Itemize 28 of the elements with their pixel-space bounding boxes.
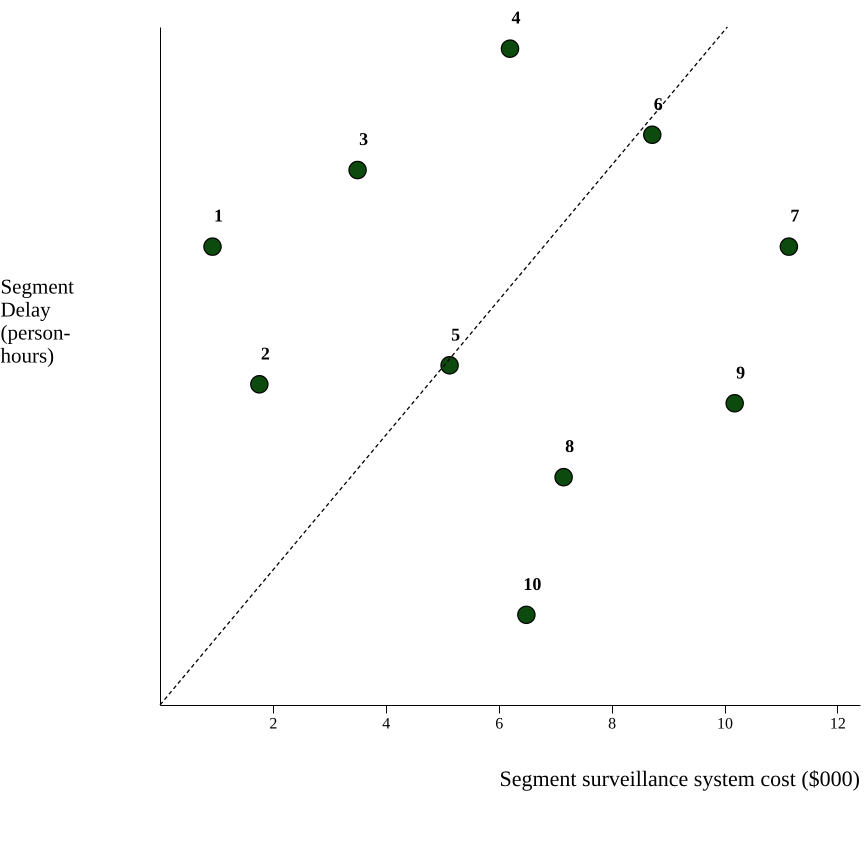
annotation: 4 [512, 8, 520, 28]
x-tick-label: 8 [608, 716, 616, 732]
annotation: 2 [260, 343, 270, 364]
annotation: 6 [654, 94, 663, 114]
point [203, 237, 222, 256]
point [517, 606, 536, 624]
x-tick-label: 6 [495, 716, 504, 732]
annotation: 7 [790, 206, 800, 226]
annotation: 9 [736, 362, 746, 382]
x-tick-label: 4 [382, 716, 390, 732]
x-tick-label: 2 [269, 716, 278, 732]
point [780, 237, 798, 256]
y-axis-title: Segment Delay (person-hours) [0, 274, 74, 368]
annotation: 1 [214, 206, 223, 226]
annotation: 3 [359, 129, 368, 150]
point [250, 375, 269, 394]
x-axis-title: Segment surveillance system cost ($000) [500, 766, 860, 791]
point [643, 126, 662, 144]
point [500, 39, 520, 58]
point [725, 394, 744, 413]
annotation: 10 [523, 574, 542, 594]
annotation: 5 [451, 324, 460, 344]
x-tick-label: 10 [717, 716, 734, 732]
point [348, 160, 367, 180]
x-tick-label: 12 [830, 716, 846, 732]
point [554, 468, 573, 486]
point [440, 356, 459, 375]
annotation: 8 [565, 436, 574, 456]
